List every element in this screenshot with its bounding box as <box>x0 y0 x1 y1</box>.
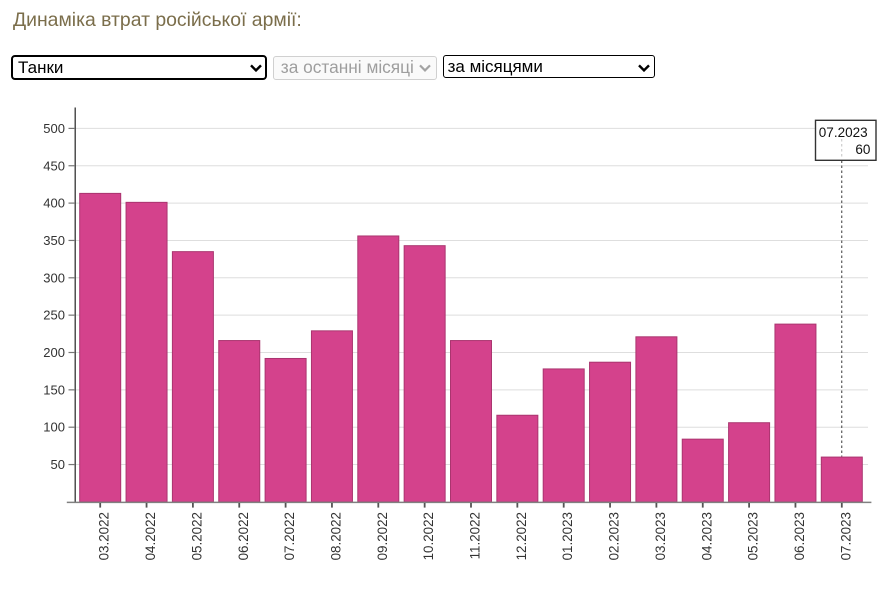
svg-text:02.2023: 02.2023 <box>607 512 622 560</box>
svg-text:300: 300 <box>43 270 65 285</box>
svg-text:100: 100 <box>43 420 65 435</box>
svg-text:10.2022: 10.2022 <box>421 512 436 560</box>
svg-text:12.2022: 12.2022 <box>514 512 529 560</box>
svg-text:200: 200 <box>43 345 65 360</box>
svg-text:09.2022: 09.2022 <box>375 512 390 560</box>
svg-text:01.2023: 01.2023 <box>560 512 575 560</box>
svg-text:05.2023: 05.2023 <box>746 512 761 560</box>
svg-text:03.2023: 03.2023 <box>653 512 668 560</box>
svg-text:250: 250 <box>43 308 65 323</box>
svg-text:350: 350 <box>43 233 65 248</box>
svg-text:50: 50 <box>51 457 65 472</box>
svg-text:11.2022: 11.2022 <box>468 512 483 559</box>
svg-text:150: 150 <box>43 382 65 397</box>
svg-text:06.2022: 06.2022 <box>236 512 251 560</box>
svg-text:03.2022: 03.2022 <box>97 512 112 560</box>
svg-text:400: 400 <box>43 196 65 211</box>
svg-text:06.2023: 06.2023 <box>792 512 807 560</box>
svg-text:08.2022: 08.2022 <box>328 512 343 560</box>
svg-text:500: 500 <box>43 121 65 136</box>
svg-text:07.2023: 07.2023 <box>838 512 853 560</box>
svg-text:04.2022: 04.2022 <box>143 512 158 560</box>
svg-text:04.2023: 04.2023 <box>699 512 714 560</box>
svg-text:07.2022: 07.2022 <box>282 512 297 560</box>
svg-text:60: 60 <box>855 142 870 157</box>
svg-text:07.2023: 07.2023 <box>819 125 868 140</box>
svg-text:05.2022: 05.2022 <box>189 512 204 560</box>
svg-text:450: 450 <box>43 158 65 173</box>
